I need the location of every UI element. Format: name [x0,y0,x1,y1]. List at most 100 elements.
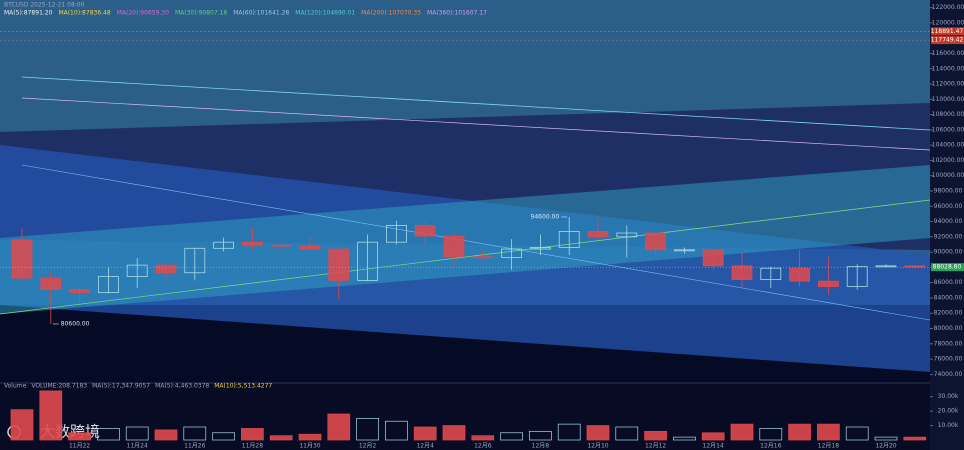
volume-bar [845,426,869,441]
volume-label: VOLUME:208.7183 [31,383,87,390]
candle-body [760,267,782,281]
y-tick-label: 86000.00 [934,279,963,286]
candle-body [558,231,580,248]
x-tick-label: 12月6 [474,443,492,450]
y-tick-label: 20.00k [938,408,959,415]
y-tick-label: 100000.00 [932,172,964,179]
ma-legend: MA(5):87891.20 MA(10):87836.48 MA(20):9065… [4,10,487,17]
volume-legend: Volume VOLUME:208.7183 MA(5):17,347.9057 MA… [4,383,272,390]
volume-bar [586,425,610,441]
y-tick-label: 112000.00 [932,81,964,88]
x-tick-label: 12月16 [760,443,781,450]
candle-body [270,244,292,247]
ma-label: MA(30):90807.18 [175,10,227,17]
candle-body [299,245,321,250]
y-tick-label: 30.00k [938,393,959,400]
volume-label: MA(5):17,347.9057 [92,383,150,390]
y-tick-label: 98000.00 [934,188,963,195]
y-tick-label: 114000.00 [932,65,964,72]
volume-bar [97,428,120,441]
candle-body [11,239,33,279]
candle-body [98,276,119,294]
x-tick-label: 11月22 [69,443,90,450]
candle-body [328,248,350,281]
candle-body [472,256,494,259]
x-tick-label: 12月4 [416,443,434,450]
y-tick-label: 122000.00 [932,4,964,11]
ma-label: MA(20):90659.30 [117,10,169,17]
volume-bar [298,433,322,441]
volume-bar [385,420,408,441]
volume-bar [68,432,91,441]
candle-body [241,241,263,246]
y-tick-label: 92000.00 [934,233,963,240]
volume-bar [529,430,552,441]
trend-line [21,76,931,131]
candle-body [818,280,839,287]
price-tag [931,36,964,45]
y-tick-label: 84000.00 [934,294,963,301]
last-price-tag [931,263,964,272]
volume-bar [903,436,927,441]
axis-background [930,0,964,450]
low-label: 80600.00 [61,320,90,327]
candle-body [616,232,638,238]
volume-bar [154,429,178,441]
y-tick-label: 82000.00 [934,310,963,317]
last-price-label: 88028.80 [933,264,962,271]
volume-bar [557,423,581,441]
candle-body [645,232,666,251]
x-tick-label: 11月24 [127,443,148,450]
volume-bar [759,428,783,441]
volume-bar [413,426,437,441]
ma-label: MA(120):104690.01 [295,10,355,17]
y-tick-label: 90000.00 [934,249,963,256]
volume-bar [644,430,667,441]
x-tick-label: 11月30 [299,443,320,450]
candle-body [69,289,90,294]
ma-label: MA(360):101607.17 [427,10,487,17]
price-tag-label: 117749.42 [931,37,964,44]
volume-bar [442,425,466,441]
ma-label: MA(60):101641.28 [233,10,289,17]
y-tick-label: 74000.00 [934,371,963,378]
x-tick-label: 12月8 [532,443,550,450]
candle-body [213,241,235,249]
candle-body [40,277,62,290]
x-tick-label: 12月10 [587,443,608,450]
candle-body [443,235,465,258]
y-tick-label: 102000.00 [932,157,964,164]
volume-bar [788,423,811,441]
y-tick-label: 94000.00 [934,218,963,225]
volume-bar [874,436,898,441]
volume-bar [39,390,63,441]
symbol-header: BTCUSD 2025-12-21 08:00 [4,2,85,9]
y-tick-label: 96000.00 [934,203,963,210]
candle-body [155,264,177,274]
volume-bar [500,432,523,441]
candle-body [731,265,753,281]
y-tick-label: 10.00k [938,422,959,429]
volume-bar [730,423,754,441]
high-label: 94600.00 [531,213,560,220]
candle-body [702,249,724,267]
volume-bar [701,432,725,441]
candle-body [789,267,810,282]
volume-bar [241,428,264,441]
y-tick-label: 76000.00 [934,356,963,363]
y-tick-label: 116000.00 [932,50,964,57]
x-tick-label: 12月14 [703,443,724,450]
y-tick-label: 106000.00 [932,126,964,133]
volume-label: Volume [4,383,27,390]
volume-bar [183,426,207,441]
y-tick-label: 80000.00 [934,325,963,332]
volume-bar [327,413,351,441]
channel-band [0,165,930,314]
ma-label: MA(10):87836.48 [58,10,110,17]
volume-bar [817,423,840,441]
candle-body [587,231,609,238]
price-tag [931,27,964,36]
volume-bar [10,409,34,441]
price-tag-label: 118891.47 [931,28,964,35]
